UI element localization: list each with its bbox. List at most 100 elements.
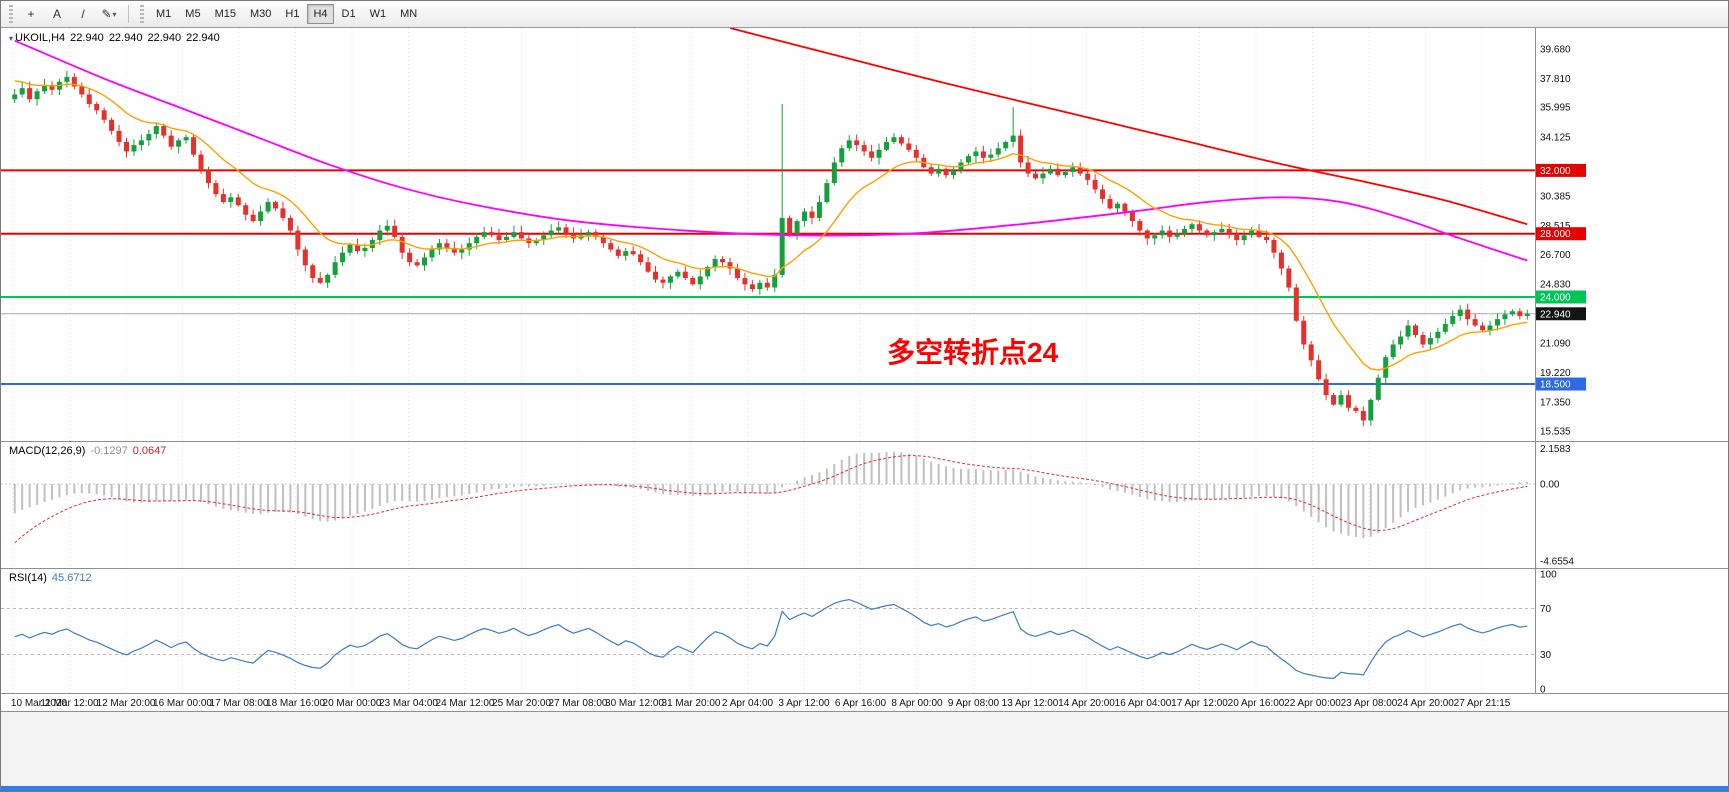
candle bbox=[854, 140, 860, 146]
candle bbox=[436, 243, 442, 250]
svg-text:100: 100 bbox=[1540, 570, 1557, 581]
svg-text:18.500: 18.500 bbox=[1540, 380, 1571, 391]
candle bbox=[280, 208, 286, 218]
candle bbox=[79, 86, 85, 95]
candle bbox=[1129, 211, 1135, 222]
candle bbox=[1070, 167, 1076, 172]
candle bbox=[1308, 344, 1314, 361]
candle bbox=[399, 236, 405, 253]
candle bbox=[1003, 141, 1009, 149]
candle bbox=[1368, 399, 1374, 421]
candle bbox=[258, 211, 264, 222]
svg-text:3 Apr 12:00: 3 Apr 12:00 bbox=[778, 698, 830, 709]
candle bbox=[772, 274, 778, 288]
candle bbox=[243, 205, 249, 215]
candle bbox=[593, 232, 599, 237]
chart-annotation[interactable]: 多空转折点24 bbox=[887, 337, 1059, 368]
candle bbox=[705, 266, 711, 277]
candles-layer bbox=[12, 70, 1530, 427]
candle bbox=[235, 197, 241, 206]
candle bbox=[1286, 268, 1292, 288]
candle bbox=[1025, 162, 1031, 174]
candle bbox=[928, 167, 934, 174]
candle bbox=[414, 262, 420, 266]
candle bbox=[1450, 315, 1456, 324]
timeframe-h4[interactable]: H4 bbox=[307, 4, 334, 24]
candle bbox=[630, 251, 636, 255]
candle bbox=[1301, 320, 1307, 345]
candle bbox=[1100, 189, 1106, 199]
candle bbox=[287, 217, 293, 231]
candle bbox=[682, 271, 688, 279]
candle bbox=[1092, 179, 1098, 190]
price-badge bbox=[1536, 227, 1586, 241]
toolbar-separator bbox=[128, 5, 129, 23]
candle bbox=[1517, 311, 1523, 316]
candle bbox=[1174, 233, 1180, 237]
svg-text:6 Apr 16:00: 6 Apr 16:00 bbox=[835, 698, 887, 709]
svg-text:37.810: 37.810 bbox=[1540, 74, 1571, 85]
candle bbox=[1509, 311, 1515, 315]
timeframe-m30[interactable]: M30 bbox=[244, 4, 277, 24]
candle bbox=[1323, 379, 1329, 396]
candle bbox=[1494, 319, 1500, 326]
text-label-tool-button[interactable]: A bbox=[45, 4, 69, 25]
time-grid bbox=[12, 28, 1483, 693]
timeframe-w1[interactable]: W1 bbox=[364, 4, 393, 24]
candle bbox=[742, 278, 748, 285]
timeframe-h1[interactable]: H1 bbox=[279, 4, 305, 24]
candle bbox=[310, 265, 316, 279]
svg-text:0: 0 bbox=[1540, 685, 1546, 696]
svg-text:24.000: 24.000 bbox=[1540, 293, 1571, 304]
svg-text:17 Mar 08:00: 17 Mar 08:00 bbox=[210, 698, 269, 709]
svg-text:18 Mar 16:00: 18 Mar 16:00 bbox=[266, 698, 325, 709]
timeframe-m5[interactable]: M5 bbox=[179, 4, 206, 24]
candle bbox=[1353, 407, 1359, 411]
candle bbox=[354, 244, 360, 252]
svg-text:20 Mar 00:00: 20 Mar 00:00 bbox=[323, 698, 382, 709]
candle bbox=[1167, 230, 1173, 237]
candle bbox=[1062, 171, 1068, 176]
svg-text:23 Apr 08:00: 23 Apr 08:00 bbox=[1341, 698, 1398, 709]
timeframe-m15[interactable]: M15 bbox=[209, 4, 242, 24]
candle bbox=[883, 141, 889, 150]
timeframe-grip[interactable] bbox=[140, 5, 144, 23]
toolbar-grip[interactable] bbox=[9, 5, 13, 23]
draw-tools-button[interactable]: ✎ ▾ bbox=[97, 4, 121, 25]
timeframe-mn[interactable]: MN bbox=[394, 4, 423, 24]
candle bbox=[1390, 344, 1396, 358]
candle bbox=[384, 225, 390, 231]
candle bbox=[1047, 168, 1053, 174]
candle bbox=[891, 137, 897, 142]
svg-text:17.350: 17.350 bbox=[1540, 398, 1571, 409]
candle bbox=[869, 151, 875, 158]
timeframe-m1[interactable]: M1 bbox=[150, 4, 177, 24]
crosshair-tool-button[interactable]: + bbox=[19, 4, 43, 25]
candle bbox=[511, 232, 517, 237]
svg-text:11 Mar 12:00: 11 Mar 12:00 bbox=[40, 698, 99, 709]
svg-text:30: 30 bbox=[1540, 650, 1552, 661]
candle bbox=[1487, 325, 1493, 331]
macd-pane bbox=[1, 451, 1535, 544]
candle bbox=[675, 271, 681, 277]
svg-text:30.385: 30.385 bbox=[1540, 191, 1571, 202]
candle bbox=[1204, 230, 1210, 236]
candle bbox=[988, 154, 994, 158]
trendline-tool-button[interactable]: / bbox=[71, 4, 95, 25]
price-badge bbox=[1536, 163, 1586, 177]
candle bbox=[1219, 228, 1225, 233]
candle bbox=[19, 88, 25, 95]
candle bbox=[846, 140, 852, 149]
candle bbox=[1420, 334, 1426, 345]
candle bbox=[332, 262, 338, 275]
svg-text:24.830: 24.830 bbox=[1540, 279, 1571, 290]
timeframe-d1[interactable]: D1 bbox=[336, 4, 362, 24]
candle bbox=[965, 156, 971, 163]
candle bbox=[392, 225, 398, 237]
candle bbox=[757, 282, 763, 290]
candle bbox=[943, 168, 949, 176]
candle bbox=[176, 140, 182, 147]
candle bbox=[951, 170, 957, 176]
svg-text:34.125: 34.125 bbox=[1540, 132, 1571, 143]
